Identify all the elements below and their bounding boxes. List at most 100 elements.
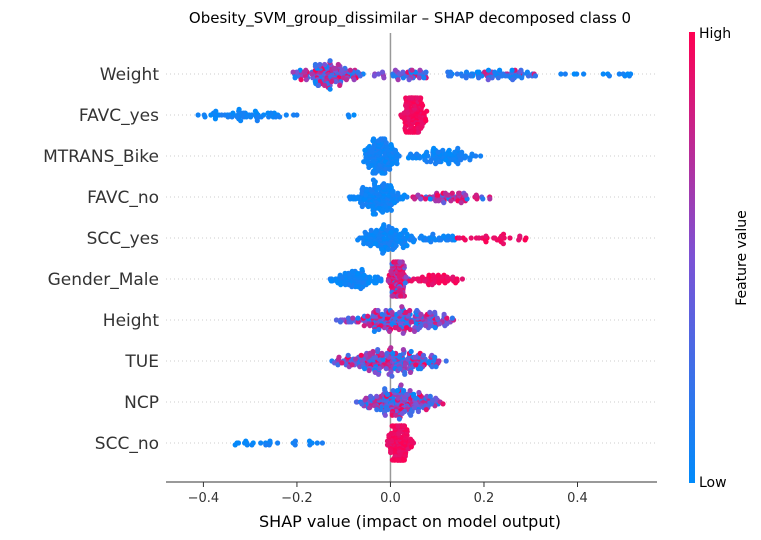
shap-point	[616, 71, 622, 77]
shap-point	[372, 369, 378, 375]
shap-point	[379, 225, 385, 232]
shap-point	[375, 347, 381, 353]
shap-point	[292, 442, 298, 448]
shap-point	[208, 112, 214, 118]
shap-point	[402, 227, 408, 233]
shap-point	[303, 67, 309, 73]
shap-point	[267, 438, 273, 444]
shap-point	[562, 71, 568, 77]
shap-point	[416, 389, 422, 396]
shap-point	[427, 309, 433, 315]
shap-point	[509, 77, 516, 83]
shap-point	[489, 75, 495, 81]
shap-point	[386, 241, 392, 247]
x-axis-label: SHAP value (impact on model output)	[259, 512, 561, 531]
shap-point	[444, 315, 450, 321]
x-tick-label: −0.2	[281, 491, 313, 506]
shap-point	[485, 67, 492, 73]
shap-point	[422, 196, 429, 202]
shap-point	[375, 307, 381, 314]
shap-point	[373, 280, 379, 286]
x-tick-label: 0.0	[380, 491, 401, 506]
shap-point	[417, 235, 423, 241]
shap-point	[238, 118, 244, 124]
shap-point	[249, 442, 255, 448]
feature-label: NCP	[124, 393, 159, 413]
shap-point	[441, 200, 447, 206]
shap-point	[581, 71, 587, 77]
shap-point	[367, 350, 373, 356]
shap-point	[349, 268, 355, 274]
shap-point	[416, 75, 423, 81]
shap-point	[327, 86, 333, 92]
feature-label: SCC_no	[95, 434, 159, 454]
shap-point	[361, 323, 367, 329]
shap-point	[401, 110, 407, 116]
shap-point	[407, 307, 413, 314]
shap-point	[423, 237, 429, 243]
shap-point	[358, 352, 364, 358]
shap-point	[294, 112, 300, 118]
shap-point	[405, 356, 411, 362]
colorbar-title: Feature value	[734, 210, 750, 306]
feature-label: Weight	[100, 65, 160, 85]
shap-point	[364, 186, 370, 192]
shap-point	[376, 366, 382, 372]
shap-point	[225, 114, 231, 120]
shap-point	[397, 352, 403, 358]
shap-point	[359, 266, 365, 273]
shap-point	[317, 61, 323, 68]
shap-point	[441, 311, 447, 317]
x-tick-label: 0.4	[567, 491, 588, 506]
shap-point	[390, 246, 396, 252]
shap-point	[397, 259, 403, 265]
shap-point	[476, 75, 482, 81]
shap-point	[212, 116, 218, 122]
shap-point	[402, 362, 408, 368]
shap-point	[382, 386, 388, 392]
shap-point	[382, 412, 388, 418]
shap-point	[625, 71, 631, 77]
shap-point	[480, 196, 486, 202]
shap-point	[445, 192, 451, 198]
shap-point	[406, 95, 412, 101]
shap-point	[600, 71, 606, 77]
shap-point	[303, 77, 309, 83]
shap-point	[426, 360, 432, 366]
shap-point	[400, 330, 406, 336]
shap-point	[463, 75, 469, 81]
shap-point	[388, 207, 394, 213]
shap-point	[350, 315, 356, 321]
shap-point	[408, 444, 414, 450]
shap-point	[606, 73, 613, 79]
shap-point	[503, 73, 509, 79]
shap-point	[430, 231, 436, 237]
shap-point	[444, 321, 450, 327]
shap-point	[335, 362, 341, 368]
shap-point	[402, 371, 408, 377]
shap-point	[449, 233, 456, 239]
shap-point	[447, 69, 453, 75]
shap-point	[395, 423, 401, 429]
shap-point	[419, 101, 425, 107]
shap-point	[255, 114, 261, 120]
shap-point	[372, 229, 379, 235]
shap-point	[455, 161, 461, 167]
shap-point	[403, 274, 409, 280]
shap-point	[388, 449, 394, 456]
shap-point	[412, 354, 418, 360]
shap-point	[395, 457, 401, 463]
shap-point	[468, 235, 474, 241]
shap-point	[365, 313, 371, 319]
shap-point	[500, 231, 507, 237]
shap-point	[390, 350, 396, 356]
shap-point	[423, 118, 429, 124]
shap-point	[386, 224, 392, 230]
shap-point	[476, 235, 482, 241]
shap-point	[432, 325, 438, 331]
shap-point	[532, 73, 539, 79]
shap-point	[394, 388, 400, 394]
shap-point	[309, 71, 315, 77]
shap-point	[258, 440, 264, 446]
shap-point	[385, 246, 391, 252]
